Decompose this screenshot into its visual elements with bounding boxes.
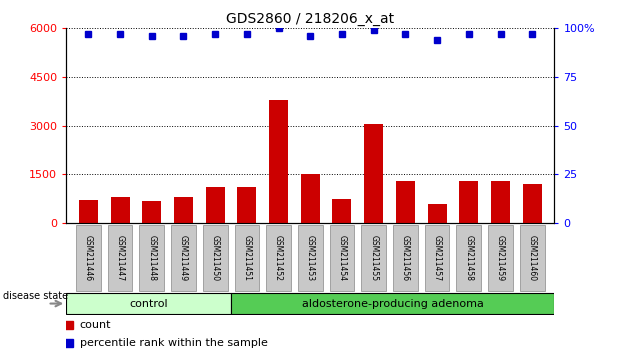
Text: GSM211453: GSM211453 xyxy=(306,235,315,281)
FancyBboxPatch shape xyxy=(231,293,554,314)
Bar xyxy=(174,197,193,223)
Bar xyxy=(491,181,510,223)
FancyBboxPatch shape xyxy=(362,225,386,291)
Bar xyxy=(269,100,288,223)
Bar xyxy=(79,200,98,223)
Text: GSM211458: GSM211458 xyxy=(464,235,473,281)
Title: GDS2860 / 218206_x_at: GDS2860 / 218206_x_at xyxy=(226,12,394,26)
Text: GSM211455: GSM211455 xyxy=(369,235,378,281)
FancyBboxPatch shape xyxy=(76,225,101,291)
FancyBboxPatch shape xyxy=(520,225,544,291)
Bar xyxy=(396,181,415,223)
FancyBboxPatch shape xyxy=(234,225,259,291)
Bar xyxy=(205,187,225,223)
Text: GSM211448: GSM211448 xyxy=(147,235,156,281)
Text: GSM211449: GSM211449 xyxy=(179,235,188,281)
FancyBboxPatch shape xyxy=(266,225,291,291)
Bar xyxy=(301,175,320,223)
Bar xyxy=(238,187,256,223)
Bar xyxy=(459,181,478,223)
FancyBboxPatch shape xyxy=(203,225,227,291)
Text: GSM211459: GSM211459 xyxy=(496,235,505,281)
FancyBboxPatch shape xyxy=(171,225,196,291)
Bar xyxy=(142,201,161,223)
Text: GSM211447: GSM211447 xyxy=(115,235,125,281)
Text: GSM211451: GSM211451 xyxy=(243,235,251,281)
Bar xyxy=(364,124,383,223)
Bar xyxy=(428,204,447,223)
Text: GSM211460: GSM211460 xyxy=(528,235,537,281)
Text: GSM211456: GSM211456 xyxy=(401,235,410,281)
Bar xyxy=(110,197,130,223)
Text: GSM211452: GSM211452 xyxy=(274,235,283,281)
Text: GSM211446: GSM211446 xyxy=(84,235,93,281)
FancyBboxPatch shape xyxy=(329,225,354,291)
FancyBboxPatch shape xyxy=(108,225,132,291)
Text: GSM211450: GSM211450 xyxy=(210,235,220,281)
FancyBboxPatch shape xyxy=(456,225,481,291)
FancyBboxPatch shape xyxy=(393,225,418,291)
FancyBboxPatch shape xyxy=(425,225,449,291)
Text: count: count xyxy=(79,320,111,330)
Text: GSM211457: GSM211457 xyxy=(433,235,442,281)
FancyBboxPatch shape xyxy=(66,293,231,314)
Text: control: control xyxy=(129,298,168,309)
FancyBboxPatch shape xyxy=(488,225,513,291)
Text: percentile rank within the sample: percentile rank within the sample xyxy=(79,338,268,348)
Text: aldosterone-producing adenoma: aldosterone-producing adenoma xyxy=(302,298,484,309)
Bar xyxy=(523,184,542,223)
FancyBboxPatch shape xyxy=(298,225,323,291)
Text: GSM211454: GSM211454 xyxy=(338,235,346,281)
FancyBboxPatch shape xyxy=(139,225,164,291)
Text: disease state: disease state xyxy=(3,291,68,302)
Bar xyxy=(333,199,352,223)
